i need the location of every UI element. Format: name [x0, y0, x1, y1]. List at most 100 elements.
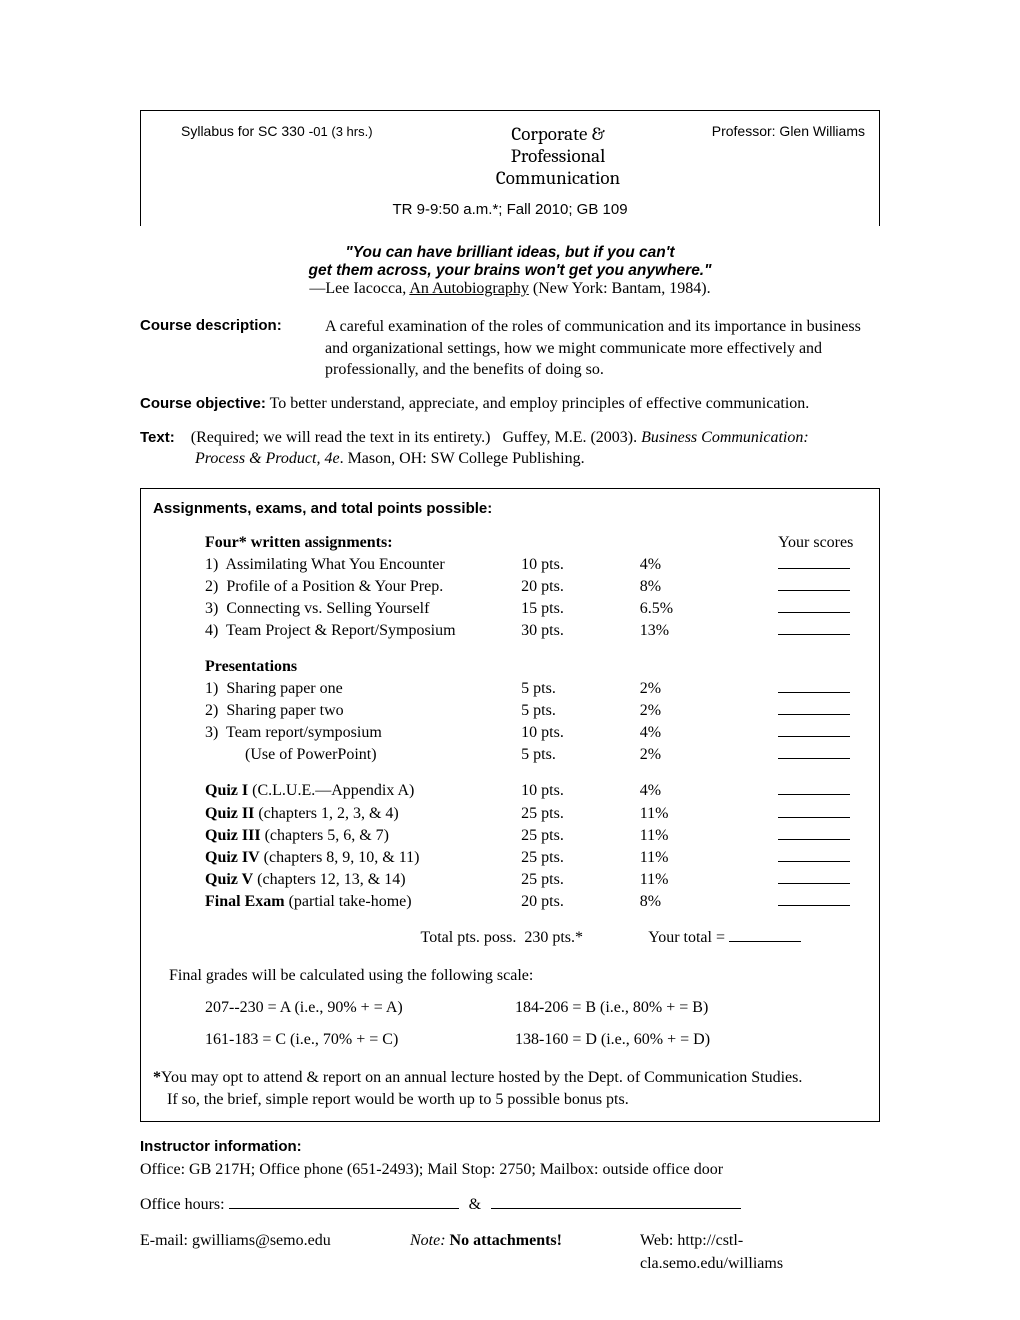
- written-header-row: Four* written assignments: Your scores: [153, 532, 867, 554]
- table-row: 1) Assimilating What You Encounter10 pts…: [153, 554, 867, 576]
- row-name: 3) Team report/symposium: [153, 722, 521, 744]
- quote-cite-suffix: (New York: Bantam, 1984).: [529, 280, 711, 297]
- office-line: Office: GB 217H; Office phone (651-2493)…: [140, 1158, 880, 1181]
- course-title: Corporate & Professional Communication: [451, 123, 665, 189]
- text-ital2: Process & Product, 4e: [195, 450, 340, 467]
- row-name: Quiz IV (chapters 8, 9, 10, & 11): [153, 847, 521, 869]
- row-score: [778, 554, 867, 576]
- quote-cite-title: An Autobiography: [409, 280, 529, 297]
- scale-right: 184-206 = B (i.e., 80% + = B): [515, 997, 825, 1019]
- footnote1-text: You may opt to attend & report on an ann…: [161, 1069, 802, 1086]
- row-score: [778, 700, 867, 722]
- your-scores-header: Your scores: [778, 532, 867, 554]
- row-pct: 11%: [640, 869, 778, 891]
- row-pct: 11%: [640, 847, 778, 869]
- table-row: (Use of PowerPoint)5 pts.2%: [153, 744, 867, 766]
- row-pts: 5 pts.: [521, 744, 640, 766]
- assignments-title: Assignments, exams, and total points pos…: [153, 499, 867, 520]
- row-score: [778, 891, 867, 913]
- row-score: [778, 576, 867, 598]
- total-label: Total pts. poss. 230 pts.*: [153, 927, 591, 949]
- final-grade-text: Final grades will be calculated using th…: [153, 965, 867, 987]
- row-pts: 10 pts.: [521, 554, 640, 576]
- footnote1: *You may opt to attend & report on an an…: [153, 1067, 867, 1089]
- note-bold: No attachments!: [446, 1232, 562, 1249]
- text-label: Text:: [140, 429, 175, 446]
- schedule: TR 9-9:50 a.m.*; Fall 2010; GB 109: [141, 189, 879, 226]
- text-post: . Mason, OH: SW College Publishing.: [340, 450, 585, 467]
- row-pts: 5 pts.: [521, 700, 640, 722]
- text-ital1: Business Communication:: [641, 429, 809, 446]
- row-name: 1) Assimilating What You Encounter: [153, 554, 521, 576]
- row-pct: 2%: [640, 678, 778, 700]
- scale-left: 161-183 = C (i.e., 70% + = C): [205, 1029, 515, 1051]
- quote-cite: —Lee Iacocca, An Autobiography (New York…: [140, 280, 880, 298]
- row-score: [778, 620, 867, 642]
- row-pct: 11%: [640, 825, 778, 847]
- course-objective-text: To better understand, appreciate, and em…: [266, 395, 809, 412]
- footnote2: If so, the brief, simple report would be…: [153, 1089, 867, 1111]
- text-line2: Process & Product, 4e. Mason, OH: SW Col…: [140, 448, 880, 470]
- row-pts: 25 pts.: [521, 825, 640, 847]
- row-pct: 4%: [640, 554, 778, 576]
- course-title-top: Corporate &: [451, 123, 665, 145]
- scale-row: 207--230 = A (i.e., 90% + = A)184-206 = …: [153, 997, 867, 1019]
- office-hours-blank1: [229, 1194, 459, 1209]
- course-objective-label: Course objective:: [140, 395, 266, 412]
- row-pct: 4%: [640, 780, 778, 802]
- row-score: [778, 744, 867, 766]
- total-row: Total pts. poss. 230 pts.* Your total =: [153, 927, 867, 949]
- table-row: 2) Profile of a Position & Your Prep.20 …: [153, 576, 867, 598]
- row-score: [778, 722, 867, 744]
- professor: Professor: Glen Williams: [665, 123, 865, 189]
- syllabus-id: Syllabus for SC 330 -01 (3 hrs.): [181, 123, 451, 189]
- email: E-mail: gwilliams@semo.edu: [140, 1229, 410, 1275]
- row-pct: 11%: [640, 803, 778, 825]
- row-pct: 6.5%: [640, 598, 778, 620]
- email-row: E-mail: gwilliams@semo.edu Note: No atta…: [140, 1229, 880, 1275]
- scale-right: 138-160 = D (i.e., 60% + = D): [515, 1029, 825, 1051]
- assignments-frame: Assignments, exams, and total points pos…: [140, 488, 880, 1122]
- ampersand: &: [463, 1196, 487, 1213]
- row-pts: 25 pts.: [521, 869, 640, 891]
- syllabus-prefix: Syllabus for SC 330 -: [181, 123, 313, 139]
- row-pct: 2%: [640, 700, 778, 722]
- course-title-bottom: Professional Communication: [451, 145, 665, 189]
- row-pct: 13%: [640, 620, 778, 642]
- your-total-blank: [729, 927, 801, 942]
- row-score: [778, 869, 867, 891]
- presentation-rows: 1) Sharing paper one5 pts.2%2) Sharing p…: [153, 678, 867, 766]
- table-row: Quiz II (chapters 1, 2, 3, & 4)25 pts.11…: [153, 803, 867, 825]
- table-row: 4) Team Project & Report/Symposium30 pts…: [153, 620, 867, 642]
- office-hours-line: Office hours: &: [140, 1193, 880, 1216]
- row-pts: 15 pts.: [521, 598, 640, 620]
- course-description-label: Course description:: [140, 316, 325, 381]
- row-score: [778, 803, 867, 825]
- row-name: (Use of PowerPoint): [153, 744, 521, 766]
- quote-line2: get them across, your brains won't get y…: [140, 262, 880, 280]
- row-pts: 25 pts.: [521, 803, 640, 825]
- table-row: 3) Connecting vs. Selling Yourself15 pts…: [153, 598, 867, 620]
- table-row: 3) Team report/symposium10 pts.4%: [153, 722, 867, 744]
- syllabus-suffix: 01 (3 hrs.): [313, 124, 372, 139]
- row-pct: 2%: [640, 744, 778, 766]
- text-block: Text: (Required; we will read the text i…: [140, 427, 880, 470]
- quote-block: "You can have brilliant ideas, but if yo…: [140, 244, 880, 298]
- row-name: 4) Team Project & Report/Symposium: [153, 620, 521, 642]
- presentations-header: Presentations: [153, 656, 867, 678]
- row-score: [778, 825, 867, 847]
- header-row: Syllabus for SC 330 -01 (3 hrs.) Corpora…: [141, 111, 879, 189]
- course-description-text: A careful examination of the roles of co…: [325, 316, 880, 381]
- row-pts: 5 pts.: [521, 678, 640, 700]
- row-name: Final Exam (partial take-home): [153, 891, 521, 913]
- text-pre: (Required; we will read the text in its …: [175, 429, 641, 446]
- row-score: [778, 678, 867, 700]
- table-row: Quiz V (chapters 12, 13, & 14)25 pts.11%: [153, 869, 867, 891]
- header-frame: Syllabus for SC 330 -01 (3 hrs.) Corpora…: [140, 110, 880, 226]
- written-rows: 1) Assimilating What You Encounter10 pts…: [153, 554, 867, 642]
- quote-cite-prefix: —Lee Iacocca,: [309, 280, 409, 297]
- syllabus-page: Syllabus for SC 330 -01 (3 hrs.) Corpora…: [0, 0, 1020, 1320]
- table-row: Quiz IV (chapters 8, 9, 10, & 11)25 pts.…: [153, 847, 867, 869]
- row-name: Quiz III (chapters 5, 6, & 7): [153, 825, 521, 847]
- row-name: 2) Profile of a Position & Your Prep.: [153, 576, 521, 598]
